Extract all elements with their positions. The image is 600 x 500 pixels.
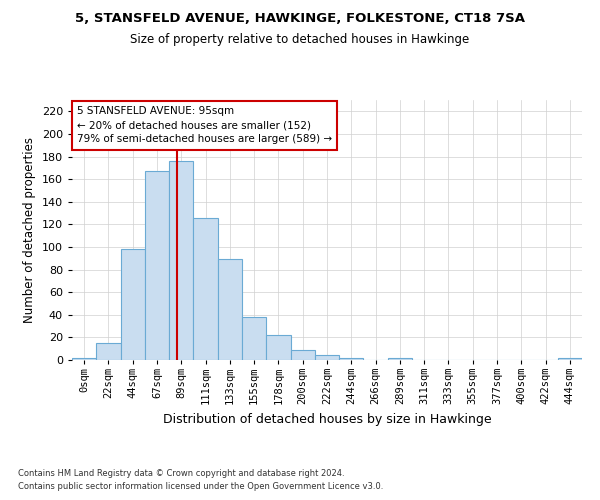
Bar xyxy=(339,358,364,360)
Text: 5, STANSFELD AVENUE, HAWKINGE, FOLKESTONE, CT18 7SA: 5, STANSFELD AVENUE, HAWKINGE, FOLKESTON… xyxy=(75,12,525,26)
Bar xyxy=(72,358,96,360)
Bar xyxy=(193,218,218,360)
Bar xyxy=(218,260,242,360)
Bar xyxy=(290,350,315,360)
Bar xyxy=(169,161,193,360)
X-axis label: Distribution of detached houses by size in Hawkinge: Distribution of detached houses by size … xyxy=(163,413,491,426)
Bar xyxy=(558,358,582,360)
Bar xyxy=(266,335,290,360)
Y-axis label: Number of detached properties: Number of detached properties xyxy=(23,137,36,323)
Bar xyxy=(315,356,339,360)
Text: 5 STANSFELD AVENUE: 95sqm
← 20% of detached houses are smaller (152)
79% of semi: 5 STANSFELD AVENUE: 95sqm ← 20% of detac… xyxy=(77,106,332,144)
Bar xyxy=(121,249,145,360)
Text: Contains HM Land Registry data © Crown copyright and database right 2024.: Contains HM Land Registry data © Crown c… xyxy=(18,468,344,477)
Bar xyxy=(388,358,412,360)
Bar xyxy=(96,343,121,360)
Text: Size of property relative to detached houses in Hawkinge: Size of property relative to detached ho… xyxy=(130,32,470,46)
Bar xyxy=(145,171,169,360)
Bar xyxy=(242,317,266,360)
Text: Contains public sector information licensed under the Open Government Licence v3: Contains public sector information licen… xyxy=(18,482,383,491)
